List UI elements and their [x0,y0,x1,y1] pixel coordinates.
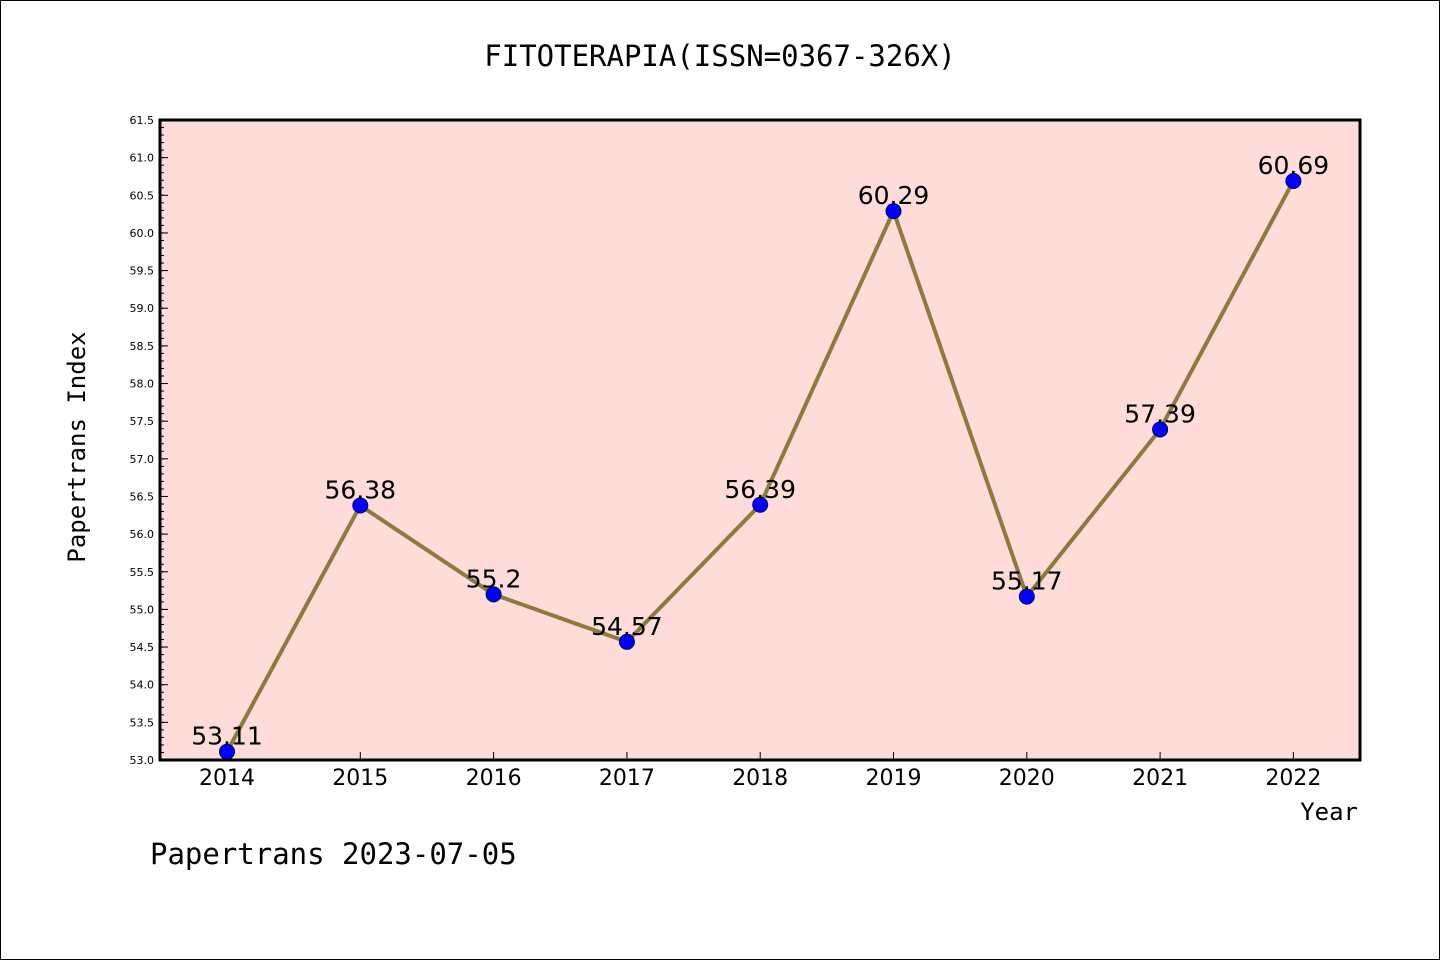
data-label: 55.2 [466,564,522,593]
x-tick-label: 2022 [1265,766,1321,791]
y-tick-label: 54.0 [130,679,155,692]
data-point [1285,172,1302,189]
x-axis-label: Year [1300,798,1358,826]
y-tick-label: 55.0 [130,603,155,616]
y-tick-label: 53.0 [130,754,155,767]
data-label: 55.17 [991,567,1063,596]
data-point [1152,421,1169,438]
y-tick-label: 59.5 [130,265,155,278]
data-label: 54.57 [591,612,663,641]
x-tick-label: 2015 [332,766,388,791]
y-tick-label: 61.5 [130,114,155,127]
y-tick-label: 58.5 [130,340,155,353]
data-point [352,497,369,514]
x-tick-label: 2019 [866,766,922,791]
y-axis: 53.0 53.5 54.0 54.5 55.0 55.5 56.0 56.5 57.0 57.5… [130,114,168,767]
footer-text: Papertrans 2023-07-05 [150,837,517,871]
y-tick-label: 57.0 [130,453,155,466]
y-tick-label: 55.5 [130,566,155,579]
data-point [885,203,902,220]
data-point [752,496,769,513]
x-tick-label: 2020 [999,766,1055,791]
data-point [1018,588,1035,605]
data-point [618,633,635,650]
y-tick-label: 60.0 [130,227,155,240]
plot-border [158,118,1362,762]
data-label: 56.39 [724,475,796,504]
data-point [485,586,502,603]
x-axis: 2014 2015 2016 2017 2018 2019 2020 2021 2022 [199,752,1321,791]
data-label: 60.69 [1258,151,1330,180]
y-tick-label: 53.5 [130,716,155,729]
series-layer [219,172,1302,760]
y-tick-label: 54.5 [130,641,155,654]
x-tick-label: 2018 [732,766,788,791]
data-labels: 53.11 56.38 55.2 54.57 56.39 60.29 55.17 57.39 6… [191,151,1329,751]
y-axis-label: Papertrans Index [63,331,91,562]
chart-title: FITOTERAPIA(ISSN=0367-326X) [484,39,955,73]
y-tick-label: 59.0 [130,302,155,315]
data-label: 60.29 [858,181,930,210]
y-tick-label: 61.0 [130,152,155,165]
y-tick-label: 57.5 [130,415,155,428]
plot-area [160,120,1360,760]
x-tick-label: 2021 [1132,766,1188,791]
data-label: 57.39 [1124,399,1196,428]
y-tick-label: 56.5 [130,490,155,503]
y-tick-label: 56.0 [130,528,155,541]
x-tick-label: 2014 [199,766,255,791]
y-tick-label: 58.0 [130,378,155,391]
data-label: 56.38 [325,476,397,505]
x-tick-label: 2016 [466,766,522,791]
y-tick-label: 60.5 [130,189,155,202]
data-label: 53.11 [191,722,263,751]
x-tick-label: 2017 [599,766,655,791]
